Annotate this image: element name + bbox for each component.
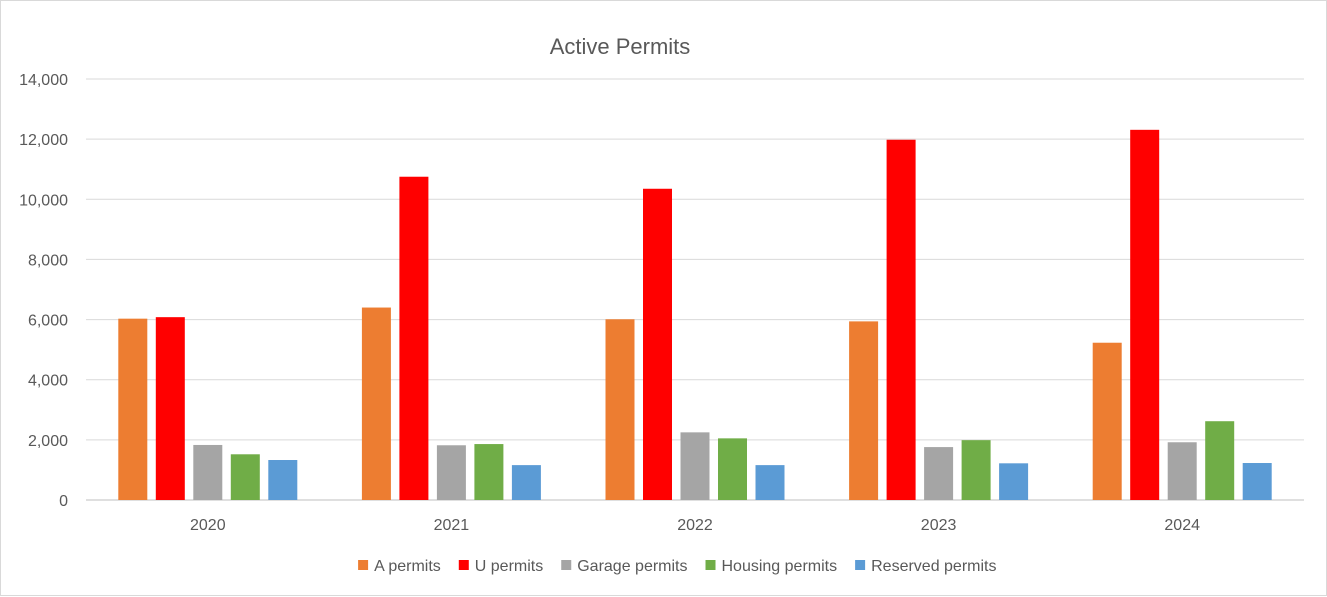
- y-axis-ticks: 0 2,000 4,000 6,000 8,000 10,000 12,000 14,000: [19, 72, 68, 510]
- bar-reserved-permits-2020: [268, 460, 298, 500]
- bar-reserved-permits-2024: [1242, 463, 1272, 500]
- bar-reserved-permits-2023: [999, 463, 1029, 500]
- legend-item-u-permits: U permits: [458, 558, 543, 575]
- legend-swatch: [358, 560, 369, 570]
- legend-item-reserved-permits: Reserved permits: [855, 558, 996, 575]
- x-tick-label: 2023: [921, 517, 957, 534]
- bar-u-permits-2024: [1130, 129, 1160, 500]
- y-tick-label: 8,000: [28, 252, 68, 269]
- y-tick-label: 6,000: [28, 313, 68, 330]
- x-axis-ticks: 2020 2021 2022 2023 2024: [190, 517, 1200, 534]
- legend: A permits U permits Garage permits Housing …: [358, 558, 996, 575]
- bar-a-permits-2020: [118, 318, 148, 500]
- bar-a-permits-2021: [361, 307, 391, 500]
- x-tick-label: 2024: [1164, 517, 1200, 534]
- bar-a-permits-2022: [605, 319, 635, 500]
- legend-label: U permits: [475, 558, 543, 575]
- legend-label: Reserved permits: [871, 558, 996, 575]
- legend-item-housing-permits: Housing permits: [705, 558, 838, 575]
- y-tick-label: 0: [59, 493, 68, 510]
- bar-reserved-permits-2021: [511, 465, 541, 500]
- bar-housing-permits-2024: [1205, 421, 1235, 500]
- bar-a-permits-2024: [1092, 342, 1122, 500]
- x-tick-label: 2020: [190, 517, 226, 534]
- legend-item-a-permits: A permits: [358, 558, 441, 575]
- bar-housing-permits-2020: [230, 454, 260, 500]
- legend-label: Garage permits: [577, 558, 687, 575]
- x-tick-label: 2021: [434, 517, 470, 534]
- gridlines: [86, 78, 1304, 501]
- y-tick-label: 4,000: [28, 373, 68, 390]
- legend-swatch: [705, 560, 716, 570]
- legend-item-garage-permits: Garage permits: [561, 558, 688, 575]
- legend-swatch: [458, 560, 469, 570]
- chart-title: Active Permits: [550, 34, 691, 59]
- bar-garage-permits-2023: [924, 447, 954, 500]
- bar-u-permits-2020: [155, 317, 185, 500]
- bar-garage-permits-2022: [680, 432, 710, 500]
- bar-u-permits-2021: [399, 176, 429, 500]
- bar-housing-permits-2021: [474, 444, 504, 500]
- bar-garage-permits-2021: [436, 445, 466, 500]
- legend-label: A permits: [374, 558, 441, 575]
- y-tick-label: 12,000: [19, 132, 68, 149]
- legend-label: Housing permits: [722, 558, 838, 575]
- bar-garage-permits-2024: [1167, 442, 1197, 500]
- y-tick-label: 10,000: [19, 192, 68, 209]
- bar-reserved-permits-2022: [755, 465, 785, 500]
- bar-u-permits-2022: [643, 188, 672, 500]
- bar-housing-permits-2023: [961, 440, 991, 500]
- bar-a-permits-2023: [849, 321, 879, 500]
- x-tick-label: 2022: [677, 517, 713, 534]
- bar-garage-permits-2020: [193, 444, 223, 500]
- bar-housing-permits-2022: [718, 438, 747, 500]
- y-tick-label: 2,000: [28, 433, 68, 450]
- bar-u-permits-2023: [886, 139, 916, 500]
- legend-swatch: [855, 560, 866, 570]
- legend-swatch: [561, 560, 572, 570]
- y-tick-label: 14,000: [19, 72, 68, 89]
- bars: [118, 129, 1272, 500]
